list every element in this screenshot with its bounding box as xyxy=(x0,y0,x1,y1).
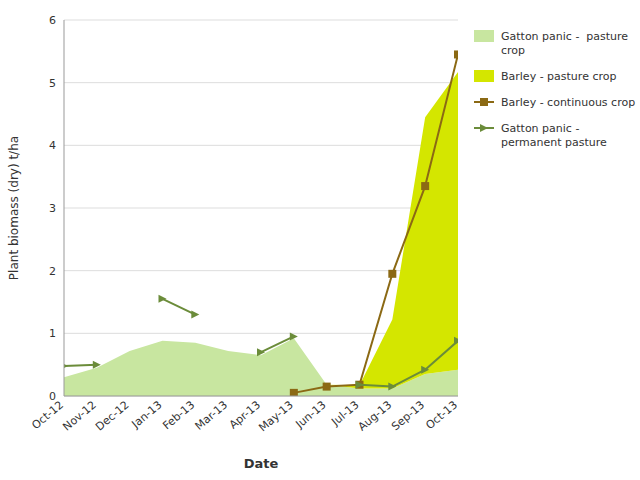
y-axis-line xyxy=(64,20,65,396)
marker xyxy=(290,332,298,340)
marker xyxy=(93,361,101,369)
x-tick-label: Jun-13 xyxy=(293,398,329,431)
y-tick-label: 4 xyxy=(49,139,56,152)
grid-line xyxy=(64,82,458,83)
x-axis-line xyxy=(64,396,458,397)
grid-line xyxy=(64,270,458,271)
x-tick-label: Jan-13 xyxy=(129,398,165,431)
line xyxy=(294,54,458,392)
x-tick-label: Oct-13 xyxy=(423,398,460,432)
marker xyxy=(388,270,396,278)
y-tick-label: 2 xyxy=(49,265,56,278)
marker xyxy=(290,389,298,396)
grid xyxy=(64,20,458,396)
x-tick-label: Oct-12 xyxy=(29,398,66,432)
y-tick-label: 3 xyxy=(49,202,56,215)
x-axis-label: Date xyxy=(244,456,279,471)
x-tick-label: Nov-12 xyxy=(60,398,98,433)
marker xyxy=(257,348,265,356)
chart: 0123456Oct-12Nov-12Dec-12Jan-13Feb-13Mar… xyxy=(0,0,640,480)
marker xyxy=(356,381,364,389)
marker xyxy=(454,50,458,58)
legend-label-line: Barley - pasture crop xyxy=(501,70,616,83)
grid-line xyxy=(64,396,458,397)
legend-label: Gatton panic -permanent pasture xyxy=(501,122,607,149)
y-axis-label: Plant biomass (dry) t/ha xyxy=(7,136,21,280)
marker xyxy=(323,383,331,391)
marker xyxy=(421,366,429,374)
x-tick-label: Dec-12 xyxy=(93,398,131,433)
legend-label: Barley - continuous crop xyxy=(501,96,635,109)
marker xyxy=(191,311,199,319)
marker xyxy=(159,295,167,303)
area xyxy=(64,72,458,388)
x-tick-label: Aug-13 xyxy=(356,398,395,433)
marker xyxy=(421,182,429,190)
legend-label-line: Gatton panic - xyxy=(501,122,579,135)
legend-label-line: crop xyxy=(501,44,525,57)
line xyxy=(64,299,458,387)
grid-line xyxy=(64,145,458,146)
marker xyxy=(356,381,364,389)
legend-label-line: Gatton panic - pasture xyxy=(501,30,628,43)
legend-swatch xyxy=(474,70,494,82)
x-tick-label: Feb-13 xyxy=(160,398,197,432)
y-tick-label: 1 xyxy=(49,327,56,340)
legend-label-line: Barley - continuous crop xyxy=(501,96,635,109)
legend-marker xyxy=(480,124,488,132)
grid-line xyxy=(64,208,458,209)
grid-line xyxy=(64,20,458,21)
y-tick-label: 5 xyxy=(49,77,56,90)
marker xyxy=(64,362,68,370)
legend-marker xyxy=(480,98,488,106)
marker xyxy=(388,383,396,391)
legend-swatch xyxy=(474,30,494,42)
x-tick-label: Mar-13 xyxy=(193,398,230,432)
legend-label: Barley - pasture crop xyxy=(501,70,616,83)
plot-data xyxy=(64,50,458,396)
legend: Gatton panic - pasturecrop Barley - pastu… xyxy=(474,30,635,149)
legend-label: Gatton panic - pasturecrop xyxy=(501,30,628,57)
marker xyxy=(454,337,458,345)
legend-label-line: permanent pasture xyxy=(501,136,607,149)
x-tick-label: Sep-13 xyxy=(389,398,427,433)
x-tick-label: May-13 xyxy=(256,398,295,434)
y-tick-label: 6 xyxy=(49,14,56,27)
